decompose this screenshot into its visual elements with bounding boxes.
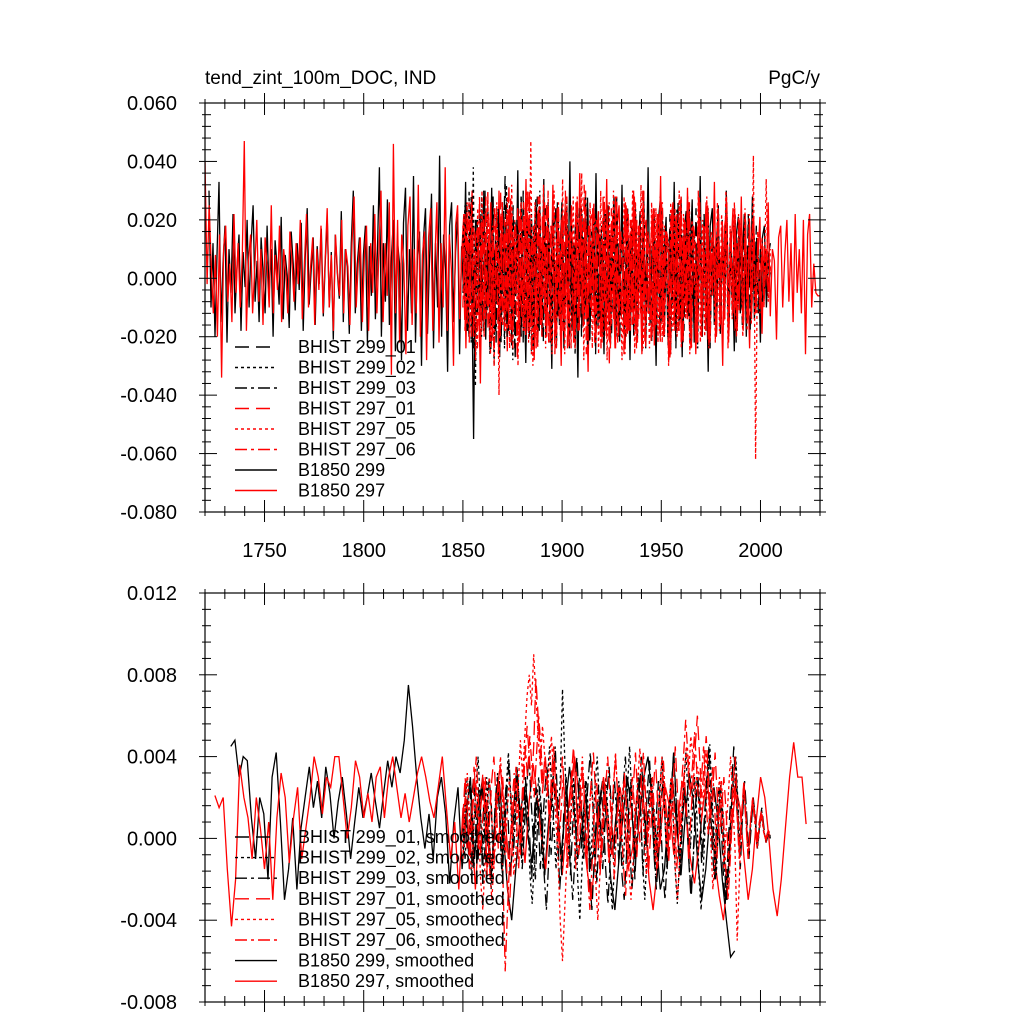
bottom-panel-lines: [214, 654, 807, 972]
top-panel-axes: -0.080 -0.060 -0.040 -0.020 0.000 0.020 0.040 0…: [120, 93, 826, 562]
legend-label: BHIST 299_03: [298, 378, 416, 399]
x-tick-label: 1750: [242, 540, 287, 562]
legend-label: BHIST 297_06: [298, 440, 416, 461]
legend-label: BHIST 297_05, smoothed: [298, 909, 505, 930]
x-tick-label: 1850: [441, 540, 486, 562]
legend-label: B1850 297: [298, 481, 385, 501]
top-panel: tend_zint_100m_DOC, IND PgC/y -0.080-0.0…: [120, 68, 826, 562]
y-tick-label: 0.020: [127, 210, 177, 232]
legend-label: BHIST 297_06, smoothed: [298, 930, 505, 951]
series-line-bhist-297-01-smoothed: [462, 678, 771, 911]
legend-label: BHIST 297_01, smoothed: [298, 889, 505, 910]
y-tick-label: 0.060: [127, 93, 177, 115]
y-tick-label: 0.040: [127, 151, 177, 173]
legend-label: BHIST 299_01, smoothed: [298, 827, 505, 848]
y-tick-label: -0.020: [120, 327, 177, 349]
y-tick-label: 0.004: [127, 747, 177, 769]
legend-label: BHIST 297_05: [298, 419, 416, 440]
y-tick-label: -0.004: [120, 910, 177, 932]
series-line-bhist-297-06: [462, 190, 772, 366]
legend-label: BHIST 299_01: [298, 337, 416, 358]
legend-label: BHIST 299_03, smoothed: [298, 868, 505, 889]
y-tick-label: 0.000: [127, 828, 177, 850]
y-tick-label: 0.008: [127, 665, 177, 687]
x-tick-label: 1900: [540, 540, 585, 562]
top-panel-title: tend_zint_100m_DOC, IND: [205, 68, 436, 89]
y-tick-label: -0.060: [120, 444, 177, 466]
plot-frame: [204, 592, 821, 1003]
series-line-bhist-297-06-smoothed: [462, 715, 771, 972]
y-tick-label: -0.040: [120, 385, 177, 407]
y-tick-label: -0.008: [120, 992, 177, 1014]
top-panel-units: PgC/y: [768, 68, 820, 89]
y-tick-label: 0.000: [127, 268, 177, 290]
legend-label: B1850 299: [298, 460, 385, 480]
legend-label: BHIST 297_01: [298, 399, 416, 420]
x-tick-label: 2000: [738, 540, 783, 562]
y-tick-label: -0.080: [120, 502, 177, 524]
legend-label: BHIST 299_02, smoothed: [298, 848, 505, 869]
bottom-panel: -0.008 -0.004 0.000 0.004 0.008 0.012 BHIST 2…: [120, 583, 826, 1014]
legend-label: B1850 299, smoothed: [298, 951, 474, 971]
top-panel-lines: [205, 140, 820, 460]
plot-frame: [204, 102, 821, 513]
bottom-panel-axes: -0.008 -0.004 0.000 0.004 0.008 0.012: [120, 583, 826, 1014]
legend-label: B1850 297, smoothed: [298, 971, 474, 991]
y-tick-label: 0.012: [127, 583, 177, 605]
series-line-bhist-297-05: [462, 140, 772, 460]
legend-label: BHIST 299_02: [298, 358, 416, 379]
x-tick-label: 1800: [341, 540, 386, 562]
series-line-bhist-297-05-smoothed: [462, 654, 771, 962]
x-tick-label: 1950: [639, 540, 684, 562]
